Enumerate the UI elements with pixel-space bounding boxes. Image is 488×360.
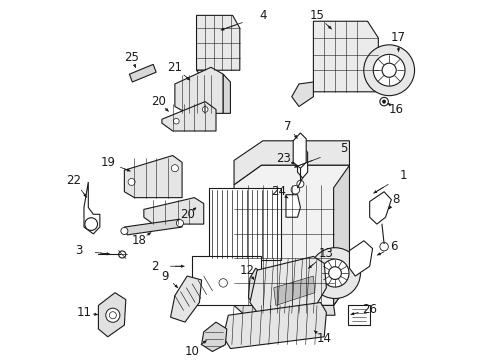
Polygon shape [349, 241, 372, 276]
Polygon shape [313, 21, 378, 92]
Polygon shape [170, 276, 201, 322]
Text: 7: 7 [284, 120, 291, 132]
Polygon shape [297, 146, 307, 178]
Polygon shape [143, 198, 203, 224]
Polygon shape [248, 268, 266, 305]
Polygon shape [129, 64, 156, 82]
Text: 24: 24 [271, 185, 285, 198]
Circle shape [328, 267, 341, 279]
Circle shape [381, 63, 395, 77]
Text: 17: 17 [390, 31, 405, 44]
Circle shape [121, 228, 128, 234]
Polygon shape [196, 15, 239, 70]
Polygon shape [124, 219, 182, 235]
Polygon shape [98, 293, 125, 337]
Circle shape [296, 180, 304, 188]
Text: 12: 12 [239, 264, 254, 276]
Polygon shape [162, 102, 216, 131]
Circle shape [379, 242, 387, 251]
Polygon shape [196, 70, 212, 80]
Polygon shape [201, 322, 226, 351]
Polygon shape [84, 182, 100, 234]
Polygon shape [234, 165, 349, 305]
Polygon shape [234, 141, 349, 185]
Text: 6: 6 [389, 240, 397, 253]
Polygon shape [333, 165, 349, 305]
Circle shape [382, 100, 385, 103]
Text: 21: 21 [167, 61, 182, 74]
Circle shape [379, 97, 387, 106]
Polygon shape [208, 188, 281, 260]
Polygon shape [192, 256, 261, 305]
Circle shape [202, 107, 207, 112]
Polygon shape [293, 133, 305, 168]
Circle shape [309, 248, 360, 298]
Text: 5: 5 [339, 142, 346, 155]
Polygon shape [369, 192, 390, 224]
Text: 1: 1 [399, 168, 407, 181]
Polygon shape [273, 276, 314, 305]
Circle shape [171, 165, 178, 172]
Polygon shape [249, 256, 325, 315]
Polygon shape [347, 305, 369, 325]
Text: 14: 14 [316, 332, 331, 345]
Polygon shape [223, 74, 230, 113]
Text: 22: 22 [66, 174, 81, 186]
Text: 26: 26 [362, 303, 376, 316]
Text: 15: 15 [309, 9, 324, 22]
Circle shape [105, 308, 120, 322]
Circle shape [128, 179, 135, 185]
Polygon shape [285, 195, 300, 217]
Circle shape [173, 118, 179, 124]
Text: 16: 16 [388, 103, 403, 116]
Circle shape [363, 45, 414, 96]
Text: 3: 3 [75, 244, 82, 257]
Polygon shape [124, 156, 182, 198]
Text: 18: 18 [131, 234, 146, 247]
Circle shape [84, 218, 97, 230]
Text: 4: 4 [259, 9, 266, 22]
Text: 19: 19 [100, 156, 115, 169]
Text: 10: 10 [184, 345, 199, 358]
Text: 11: 11 [76, 306, 91, 319]
Text: 20: 20 [150, 95, 165, 108]
Circle shape [109, 312, 116, 319]
Text: 23: 23 [275, 152, 290, 165]
Circle shape [119, 251, 125, 258]
Circle shape [219, 279, 227, 287]
Text: 13: 13 [318, 247, 333, 260]
Circle shape [176, 220, 183, 227]
Text: 20: 20 [179, 208, 194, 221]
Circle shape [290, 185, 299, 194]
Circle shape [321, 259, 348, 287]
Polygon shape [223, 302, 325, 348]
Text: 8: 8 [392, 193, 399, 206]
Polygon shape [291, 82, 313, 107]
Polygon shape [175, 67, 223, 113]
Text: 2: 2 [151, 260, 158, 273]
Text: 9: 9 [162, 270, 169, 283]
Text: 25: 25 [124, 51, 139, 64]
Polygon shape [234, 305, 334, 315]
Circle shape [372, 54, 404, 86]
